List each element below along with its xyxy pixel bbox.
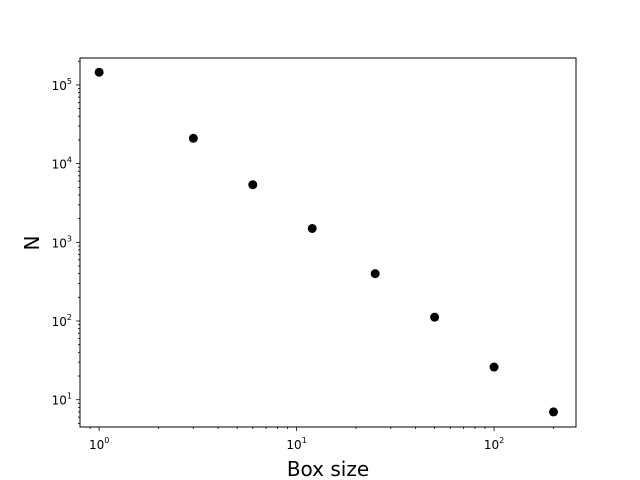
x-tick-label: 101 [286,436,306,452]
y-tick-label: 103 [52,234,72,250]
data-point [489,362,499,372]
data-point [370,269,380,279]
axes-frame [79,57,577,428]
data-point [94,67,104,77]
plot-area [79,57,577,428]
x-axis-ticks: 100 101 102 [89,427,554,452]
y-tick-label: 101 [52,392,72,408]
x-axis-label: Box size [287,457,369,480]
x-tick-label: 100 [89,436,109,452]
data-point [307,223,317,233]
data-point [549,407,559,417]
data-point [188,133,198,143]
y-axis-ticks: 101 102 103 104 105 [52,60,80,424]
y-tick-label: 102 [52,313,72,329]
x-tick-label: 102 [484,436,504,452]
data-point [248,180,258,190]
data-point [430,312,440,322]
y-tick-label: 105 [52,77,72,93]
data-points [94,67,559,417]
y-tick-label: 104 [52,156,72,172]
y-axis-label: N [20,236,44,251]
